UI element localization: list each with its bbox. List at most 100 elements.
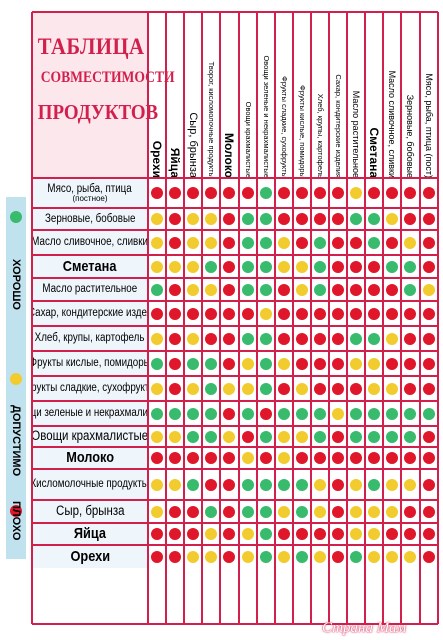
compatibility-cell — [239, 255, 257, 278]
compatibility-cell — [184, 208, 202, 230]
compatibility-cell — [420, 301, 438, 326]
row-header: Сметана — [32, 255, 148, 278]
good-dot — [350, 213, 363, 225]
good-dot — [259, 478, 272, 491]
compatibility-cell — [329, 376, 347, 401]
bad-dot — [223, 307, 236, 320]
acceptable-dot — [151, 478, 164, 491]
acceptable-dot — [277, 505, 290, 518]
compatibility-cell — [257, 469, 275, 500]
row-header-label: Сметана — [63, 257, 117, 275]
bad-dot — [169, 236, 182, 249]
acceptable-dot — [205, 528, 218, 540]
row-header-label: Овощи крахмалистые — [32, 428, 148, 444]
compatibility-cell — [401, 208, 419, 230]
grid-line — [436, 12, 439, 624]
legend-label: ДОПУСТИМО — [10, 405, 22, 477]
compatibility-cell — [257, 178, 275, 208]
bad-dot — [295, 528, 308, 540]
column-header: Хлеб, крупы, картофель — [311, 12, 329, 178]
bad-dot — [386, 236, 399, 249]
compatibility-cell — [311, 523, 329, 545]
compatibility-cell — [275, 447, 293, 469]
acceptable-dot — [350, 478, 363, 491]
row-header-label: Фрукты сладкие, сухофрукты — [32, 382, 148, 395]
column-header-label: Зерновые, бобовые — [405, 94, 416, 178]
compatibility-cell — [220, 426, 238, 447]
bad-dot — [205, 478, 218, 491]
bad-dot — [295, 213, 308, 225]
acceptable-dot — [404, 550, 417, 563]
column-header: Сыр, брынза — [184, 12, 202, 178]
good-dot — [259, 332, 272, 345]
compatibility-cell — [383, 426, 401, 447]
acceptable-dot — [386, 382, 399, 395]
compatibility-cell — [220, 326, 238, 351]
bad-dot — [151, 528, 164, 540]
bad-dot — [332, 260, 345, 273]
compatibility-cell — [420, 208, 438, 230]
good-dot — [241, 213, 254, 225]
bad-dot — [277, 382, 290, 395]
bad-dot — [368, 260, 381, 273]
acceptable-dot — [187, 382, 200, 395]
compatibility-cell — [347, 426, 365, 447]
compatibility-cell — [311, 351, 329, 376]
compatibility-cell — [365, 301, 383, 326]
good-dot — [205, 260, 218, 273]
compatibility-cell — [420, 545, 438, 568]
compatibility-cell — [184, 178, 202, 208]
acceptable-dot — [205, 283, 218, 296]
compatibility-cell — [275, 426, 293, 447]
compatibility-cell — [401, 523, 419, 545]
compatibility-cell — [401, 401, 419, 426]
grid-line — [273, 12, 276, 624]
bad-dot — [332, 332, 345, 345]
compatibility-cell — [257, 301, 275, 326]
acceptable-dot — [386, 550, 399, 563]
good-dot — [350, 407, 363, 420]
bad-dot — [422, 187, 435, 199]
acceptable-dot — [151, 332, 164, 345]
column-header-label: Фрукты сладкие, сухофрукты — [279, 76, 289, 178]
grid-line — [32, 177, 438, 179]
bad-dot — [350, 382, 363, 395]
row-header-label: Масло растительное — [42, 283, 138, 296]
row-header-label: Мясо, рыба, птица — [47, 182, 133, 195]
compatibility-cell — [347, 351, 365, 376]
acceptable-dot — [350, 187, 363, 199]
grid-line — [32, 277, 438, 279]
bad-dot — [404, 332, 417, 345]
compatibility-cell — [166, 178, 184, 208]
good-dot — [368, 478, 381, 491]
bad-dot — [422, 357, 435, 370]
acceptable-dot — [187, 550, 200, 563]
column-header: Мясо, рыба, птица (пост) — [420, 12, 438, 178]
acceptable-dot — [241, 550, 254, 563]
compatibility-cell — [166, 426, 184, 447]
compatibility-cell — [311, 278, 329, 301]
good-dot — [386, 407, 399, 420]
compatibility-cell — [202, 326, 220, 351]
column-header: Сахар, кондитерские изделия — [329, 12, 347, 178]
compatibility-cell — [401, 469, 419, 500]
good-dot — [368, 430, 381, 443]
compatibility-cell — [184, 469, 202, 500]
grid-line — [32, 325, 438, 327]
compatibility-cell — [365, 351, 383, 376]
compatibility-cell — [184, 447, 202, 469]
compatibility-cell — [383, 326, 401, 351]
compatibility-cell — [420, 426, 438, 447]
compatibility-cell — [420, 523, 438, 545]
good-dot — [313, 430, 326, 443]
good-dot — [241, 478, 254, 491]
compatibility-cell — [401, 178, 419, 208]
compatibility-cell — [275, 178, 293, 208]
bad-dot — [332, 528, 345, 540]
bad-dot — [422, 236, 435, 249]
acceptable-dot — [386, 213, 399, 225]
compatibility-cell — [365, 401, 383, 426]
compatibility-cell — [401, 230, 419, 255]
good-dot — [205, 407, 218, 420]
bad-dot — [277, 283, 290, 296]
